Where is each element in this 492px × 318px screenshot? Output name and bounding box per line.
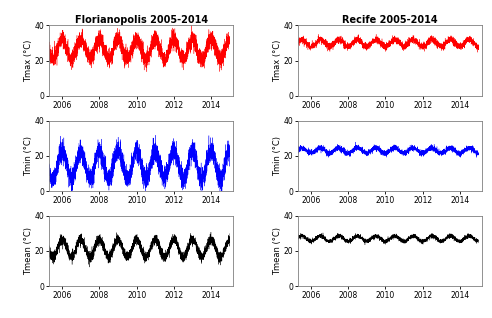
Y-axis label: Tmean (°C): Tmean (°C) (24, 227, 33, 275)
Y-axis label: Tmax (°C): Tmax (°C) (273, 39, 282, 82)
Y-axis label: Tmin (°C): Tmin (°C) (24, 136, 33, 176)
Y-axis label: Tmean (°C): Tmean (°C) (273, 227, 282, 275)
Title: Florianopolis 2005-2014: Florianopolis 2005-2014 (75, 15, 208, 25)
Y-axis label: Tmin (°C): Tmin (°C) (273, 136, 282, 176)
Title: Recife 2005-2014: Recife 2005-2014 (342, 15, 438, 25)
Y-axis label: Tmax (°C): Tmax (°C) (24, 39, 33, 82)
